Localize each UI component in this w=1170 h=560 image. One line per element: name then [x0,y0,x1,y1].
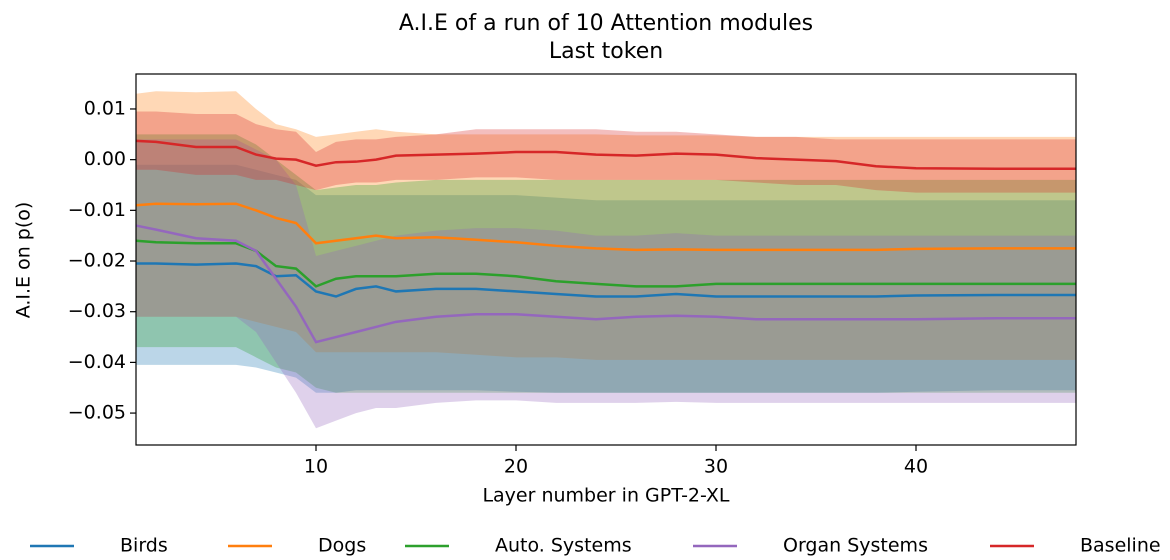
line [135,139,1076,171]
y-tick-label: 0.00 [84,148,126,170]
line [135,202,1076,252]
x-axis-label: Layer number in GPT-2-XL [482,485,729,507]
band [136,91,1076,360]
y-tick-label: −0.03 [68,300,126,322]
line [136,262,1076,298]
y-tick-label: 0.01 [84,97,126,119]
y-tick-label: −0.01 [68,199,126,221]
chart-title: A.I.E of a run of 10 Attention modules [399,11,813,36]
x-tick-label: 40 [904,456,928,478]
y-tick-label: −0.02 [68,250,126,272]
chart-subtitle: Last token [549,39,663,64]
y-axis-label: A.I.E on p(o) [13,202,35,319]
x-tick-label: 30 [704,456,728,478]
y-tick-label: −0.04 [68,351,126,373]
legend-label: Auto. Systems [495,535,632,557]
legend-label: Organ Systems [783,535,928,557]
plot-frame [135,73,1077,446]
band [136,111,1076,193]
legend-label: Dogs [318,535,366,557]
legend-label: Baseline [1080,535,1161,557]
legend-label: Birds [120,535,168,557]
line [135,239,1076,288]
band [136,164,1076,393]
x-tick-label: 20 [504,456,528,478]
x-tick-label: 10 [304,456,328,478]
line [135,224,1076,344]
y-tick-label: −0.05 [68,402,126,424]
